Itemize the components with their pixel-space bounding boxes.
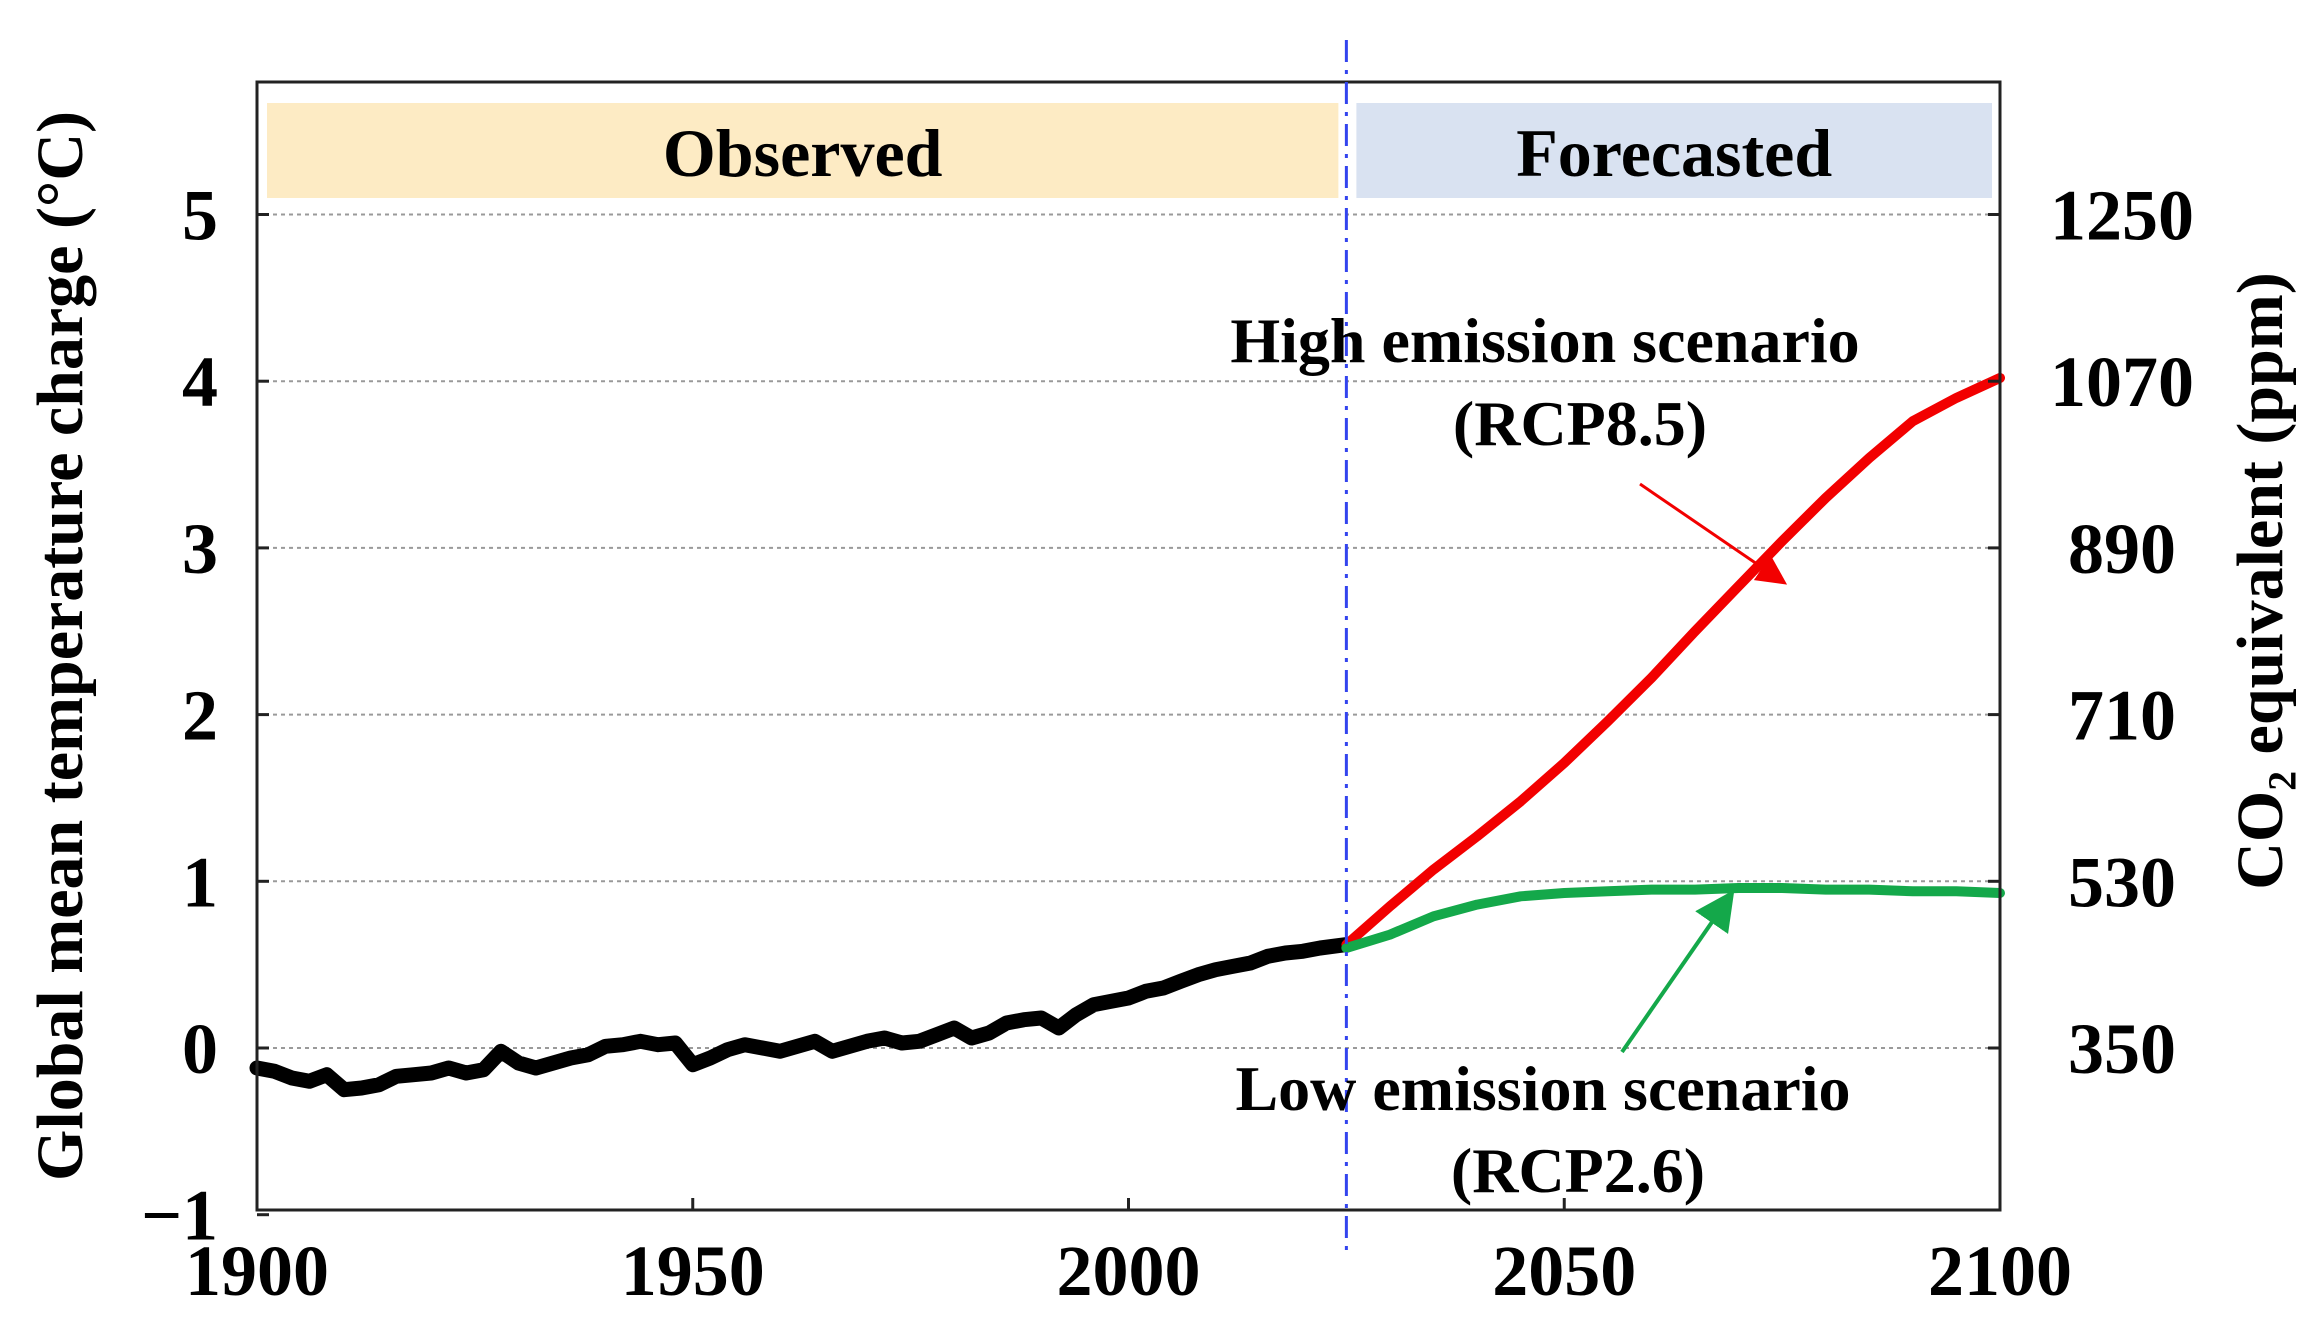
y-tick-label-3: 3 [182, 509, 218, 589]
y2-tick-label-890: 890 [2068, 509, 2176, 589]
high-scenario-label-line1: High emission scenario [1230, 305, 1859, 376]
y-tick-label-0: 0 [182, 1009, 218, 1089]
x-tick-label-2100: 2100 [1928, 1231, 2072, 1311]
x-tick-label-2000: 2000 [1057, 1231, 1201, 1311]
band-label-forecasted: Forecasted [1516, 115, 1832, 191]
high-scenario-label-line2: (RCP8.5) [1453, 388, 1707, 459]
band-forecasted [1356, 103, 1992, 198]
band-observed [267, 103, 1339, 198]
y2-tick-label-710: 710 [2068, 676, 2176, 756]
y2-axis-title: CO₂ equivalent (ppm) [2224, 272, 2297, 890]
x-tick-label-2050: 2050 [1492, 1231, 1636, 1311]
low-scenario-label-line1: Low emission scenario [1235, 1053, 1850, 1124]
band-label-observed: Observed [663, 115, 943, 191]
y2-tick-label-1070: 1070 [2050, 342, 2194, 422]
y-tick-label-4: 4 [182, 342, 218, 422]
low-scenario-label-line2: (RCP2.6) [1451, 1135, 1705, 1206]
series-line-rcp26 [1341, 883, 2005, 953]
y2-tick-label-530: 530 [2068, 842, 2176, 922]
y-axis-title: Global mean temperature charge (°C) [24, 111, 97, 1181]
y2-tick-label-1250: 1250 [2050, 176, 2194, 256]
annotations: High emission scenario (RCP8.5) Low emis… [1230, 305, 1859, 1206]
x-tick-label-1900: 1900 [185, 1231, 329, 1311]
high-scenario-arrow [1639, 482, 1788, 585]
period-bands: Observed Forecasted [267, 103, 1992, 198]
plot-frame [255, 80, 2002, 1212]
y-tick-label-5: 5 [182, 176, 218, 256]
x-tick-label-1950: 1950 [621, 1231, 765, 1311]
axis-ticks: 1900 1950 2000 2050 2100 −1 0 1 2 3 4 5 350 530 710 890… [141, 176, 2194, 1312]
low-scenario-arrow [1620, 889, 1735, 1054]
y2-tick-label-350: 350 [2068, 1009, 2176, 1089]
series-line-observed [249, 937, 1354, 1098]
grid-lines [257, 213, 2000, 1049]
series-line-rcp85 [1341, 372, 2005, 950]
y-tick-label-1: 1 [182, 842, 218, 922]
y-tick-label--1: −1 [141, 1176, 218, 1256]
y-tick-label-2: 2 [182, 676, 218, 756]
series-lines [249, 372, 2005, 1098]
